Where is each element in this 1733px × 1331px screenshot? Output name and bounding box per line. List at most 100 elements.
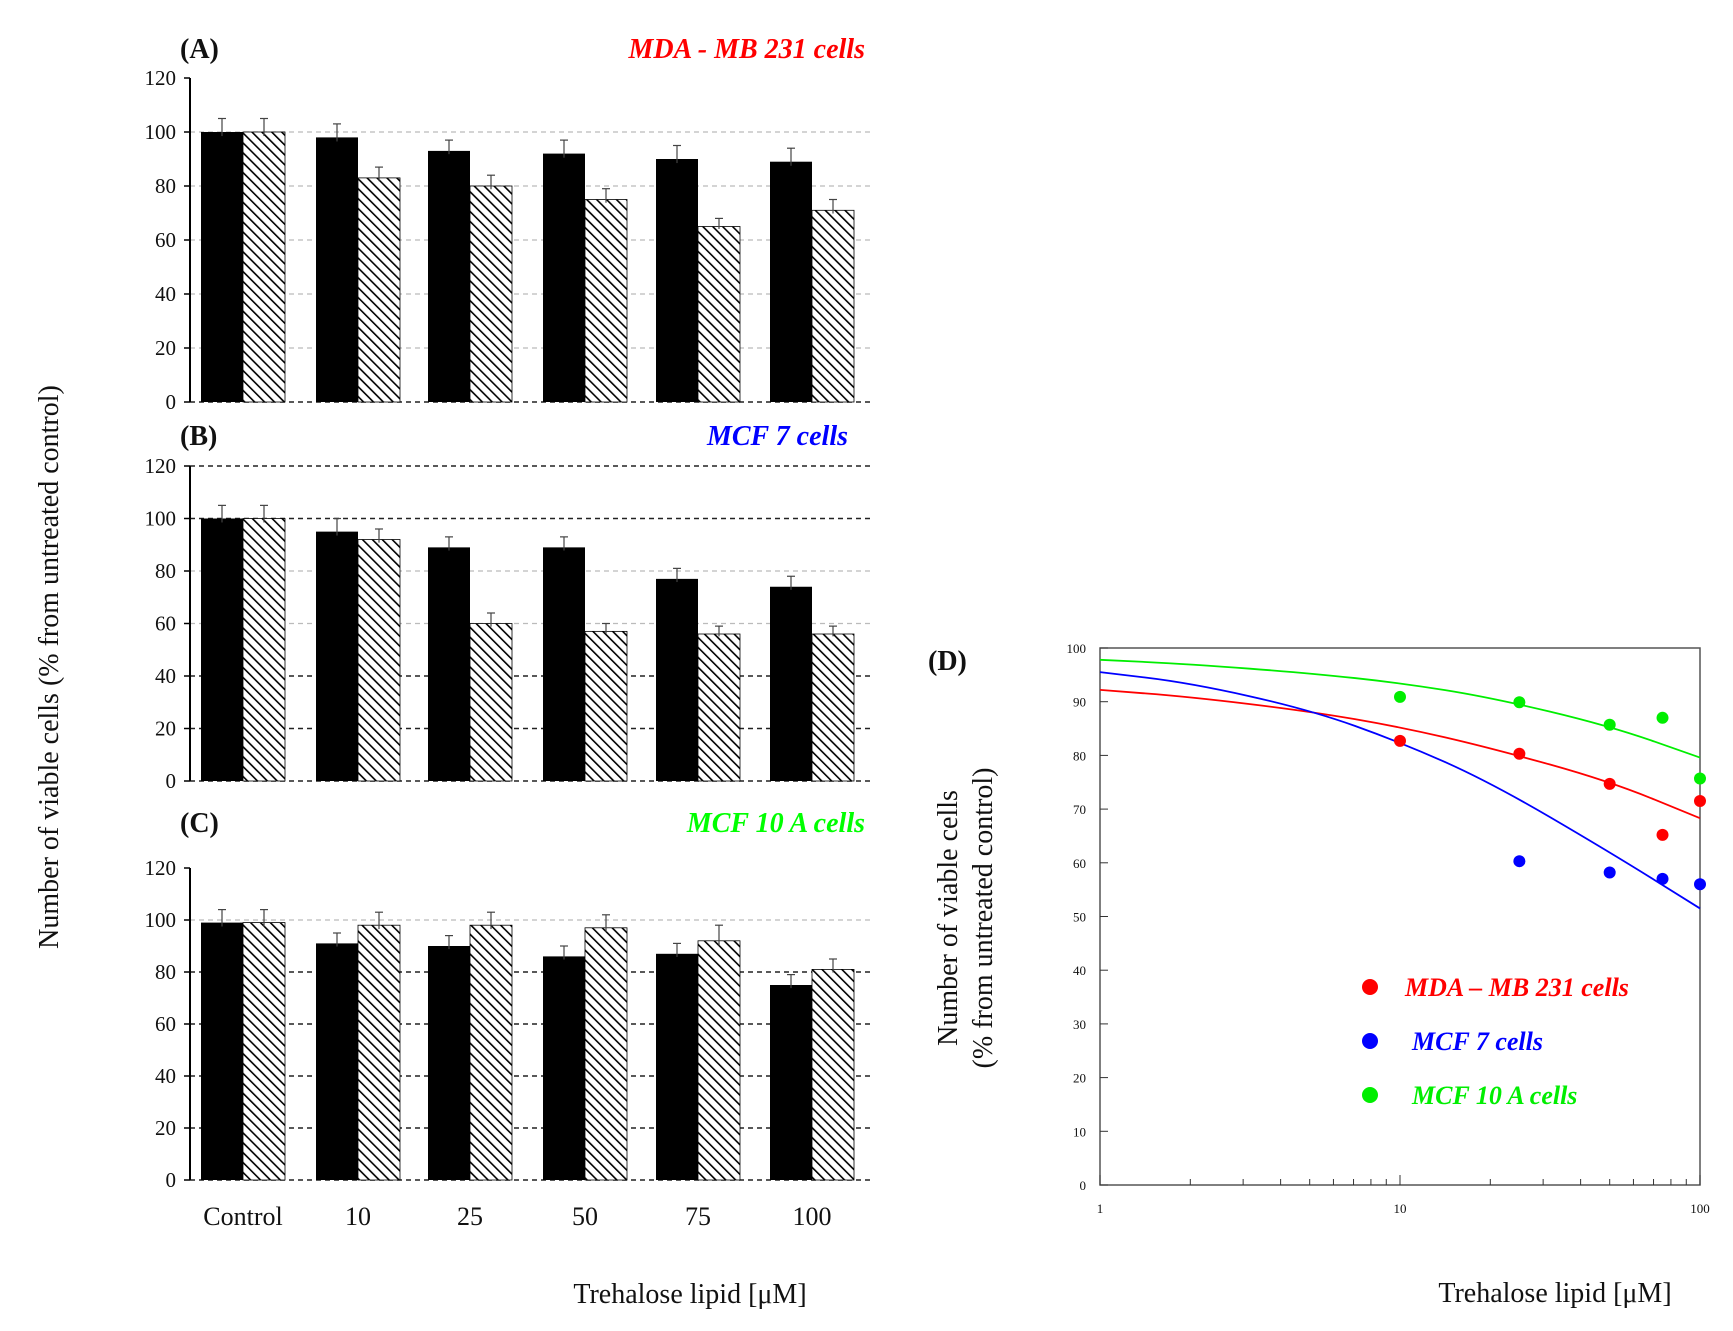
panel-a: (A) MDA - MB 231 cells 0 20 40 60 80 100 120 <box>145 34 870 414</box>
bar-hatched-25 <box>469 924 513 1181</box>
bar-solid-25 <box>428 946 470 1180</box>
panel-d-label: (D) <box>928 646 967 677</box>
legend-label-mcf-10a: MCF 10 A cells <box>1411 1081 1577 1110</box>
d-y-tick-label: 10 <box>1073 1124 1086 1139</box>
bar-solid-100 <box>770 586 812 781</box>
d-x-tick-label: 10 <box>1394 1201 1407 1216</box>
bar-solid-50 <box>543 547 585 781</box>
panel-b-gridlines <box>190 465 870 782</box>
bar-hatched-100 <box>811 633 855 782</box>
y-tick-label: 80 <box>155 559 176 583</box>
d-y-tick-label: 90 <box>1073 695 1086 710</box>
legend-label-mda-mb-231: MDA – MB 231 cells <box>1404 973 1629 1002</box>
bar-solid-100 <box>770 985 812 1180</box>
d-y-tick-label: 80 <box>1073 748 1086 763</box>
panel-a-y-ticks: 0 20 40 60 80 100 120 <box>145 66 190 414</box>
bar-hatched-Control <box>242 922 286 1181</box>
y-tick-label: 80 <box>155 174 176 198</box>
y-tick-label: 80 <box>155 960 176 984</box>
bar-solid-75 <box>656 159 698 402</box>
x-tick-label-Control: Control <box>203 1202 282 1231</box>
panel-d: (D) Number of viable cells (% from untre… <box>928 641 1710 1309</box>
y-tick-label: 40 <box>155 282 176 306</box>
panel-d-y-axis-label-line2: (% from untreated control) <box>968 768 999 1069</box>
y-tick-label: 120 <box>145 856 177 880</box>
data-point-2-4 <box>1694 772 1706 785</box>
panel-c-x-axis-label: Trehalose lipid [μM] <box>573 1279 806 1310</box>
bar-solid-25 <box>428 547 470 781</box>
y-tick-label: 100 <box>145 908 177 932</box>
panel-c-errorbars <box>218 908 837 989</box>
data-point-2-1 <box>1513 696 1526 709</box>
x-tick-label-75: 75 <box>685 1202 711 1231</box>
bar-hatched-50 <box>584 199 628 403</box>
data-point-2-3 <box>1656 711 1669 724</box>
x-tick-label-100: 100 <box>793 1202 832 1231</box>
fit-curve-2 <box>1099 658 1701 759</box>
y-tick-label: 20 <box>155 717 176 741</box>
bar-solid-Control <box>201 518 243 781</box>
y-tick-label: 120 <box>145 66 177 90</box>
d-y-tick-label: 60 <box>1073 856 1086 871</box>
bar-hatched-10 <box>357 924 401 1181</box>
panel-a-errorbars <box>218 117 837 229</box>
y-tick-label: 100 <box>145 120 177 144</box>
bar-solid-25 <box>428 150 470 402</box>
bar-solid-50 <box>543 153 585 402</box>
bar-solid-Control <box>201 922 243 1180</box>
bar-hatched-Control <box>242 518 286 782</box>
bar-solid-50 <box>543 956 585 1180</box>
x-tick-label-50: 50 <box>572 1202 598 1231</box>
y-tick-label: 20 <box>155 336 176 360</box>
legend-marker-mcf-7 <box>1362 1033 1378 1049</box>
data-point-1-2 <box>1656 872 1669 885</box>
bar-solid-Control <box>201 132 243 402</box>
y-tick-label: 40 <box>155 664 176 688</box>
d-y-tick-label: 50 <box>1073 910 1086 925</box>
d-y-tick-label: 70 <box>1073 802 1086 817</box>
panel-d-points <box>1394 690 1706 891</box>
data-point-0-3 <box>1656 828 1669 841</box>
bar-hatched-100 <box>811 209 855 403</box>
panel-b: (B) MCF 7 cells 0 20 40 60 80 100 120 <box>145 421 870 793</box>
legend-marker-mcf-10a <box>1362 1087 1378 1103</box>
panel-d-legend: MDA – MB 231 cells MCF 7 cells MCF 10 A … <box>1362 973 1629 1110</box>
panel-b-bars <box>201 518 855 782</box>
panel-a-title: MDA - MB 231 cells <box>628 34 866 65</box>
bar-hatched-50 <box>584 630 628 782</box>
bar-hatched-10 <box>357 539 401 782</box>
bar-hatched-75 <box>697 633 741 782</box>
panel-d-x-axis-label: Trehalose lipid [μM] <box>1438 1278 1671 1309</box>
d-y-tick-label: 0 <box>1080 1178 1087 1193</box>
bar-hatched-25 <box>469 185 513 403</box>
d-y-tick-label: 100 <box>1067 641 1087 656</box>
panel-d-y-axis-label-line1: Number of viable cells <box>933 790 964 1046</box>
bar-hatched-50 <box>584 927 628 1181</box>
bar-solid-100 <box>770 161 812 402</box>
bar-hatched-25 <box>469 623 513 782</box>
panel-c-bars <box>201 922 855 1181</box>
y-tick-label: 0 <box>166 390 177 414</box>
panel-c-title: MCF 10 A cells <box>686 808 865 839</box>
panel-b-label: (B) <box>180 421 217 452</box>
data-point-1-0 <box>1513 855 1526 868</box>
data-point-2-2 <box>1603 718 1616 731</box>
d-y-tick-label: 20 <box>1073 1071 1086 1086</box>
y-tick-label: 60 <box>155 612 176 636</box>
y-tick-label: 40 <box>155 1064 176 1088</box>
panel-b-y-ticks: 0 20 40 60 80 100 120 <box>145 454 190 793</box>
legend-marker-mda-mb-231 <box>1362 979 1378 995</box>
bar-solid-10 <box>316 943 358 1180</box>
bar-hatched-100 <box>811 969 855 1181</box>
data-point-1-1 <box>1603 866 1616 879</box>
bar-solid-75 <box>656 578 698 781</box>
y-tick-label: 100 <box>145 507 177 531</box>
data-point-0-2 <box>1603 777 1616 790</box>
panel-b-title: MCF 7 cells <box>706 421 848 452</box>
panel-a-label: (A) <box>180 34 219 65</box>
x-tick-label-10: 10 <box>345 1202 371 1231</box>
legend-label-mcf-7: MCF 7 cells <box>1411 1027 1543 1056</box>
x-tick-label-25: 25 <box>457 1202 483 1231</box>
